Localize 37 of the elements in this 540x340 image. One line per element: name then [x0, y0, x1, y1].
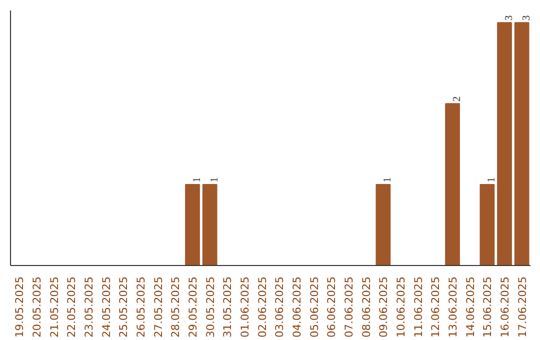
x-tick-label: 05.06.2025: [308, 276, 321, 338]
x-tick-label: 16.06.2025: [498, 276, 512, 338]
x-tick-label: 14.06.2025: [464, 276, 477, 338]
data-label: 1: [486, 177, 498, 183]
x-tick-label: 21.05.2025: [48, 276, 61, 338]
x-tick-label: 29.05.2025: [186, 276, 200, 338]
data-label: 2: [452, 96, 463, 102]
data-label: 1: [192, 177, 203, 183]
x-tick-label: 24.05.2025: [100, 276, 113, 338]
x-tick-label: 02.06.2025: [256, 276, 269, 338]
data-label: 3: [504, 15, 515, 21]
x-tick-label: 06.06.2025: [325, 276, 338, 338]
x-tick-label: 25.05.2025: [117, 276, 130, 338]
x-tick-label: 10.06.2025: [394, 276, 408, 338]
data-label: 1: [382, 177, 394, 183]
x-tick-label: 13.06.2025: [446, 276, 460, 338]
data-label: 3: [521, 15, 532, 21]
x-tick-label: 31.05.2025: [221, 276, 234, 338]
x-tick-label: 19.05.2025: [13, 276, 26, 338]
x-tick-label: 20.05.2025: [30, 276, 44, 338]
x-tick-label: 04.06.2025: [290, 276, 304, 338]
x-tick-label: 27.05.2025: [152, 276, 165, 338]
x-tick-label: 12.06.2025: [429, 276, 442, 338]
x-tick-label: 09.06.2025: [377, 276, 390, 338]
data-label: 1: [209, 177, 220, 183]
x-tick-label: 28.05.2025: [169, 276, 182, 338]
x-tick-label: 17.06.2025: [516, 276, 529, 338]
x-tick-label: 26.05.2025: [134, 276, 148, 338]
x-tick-label: 03.06.2025: [273, 276, 286, 338]
x-tick-label: 01.06.2025: [238, 276, 252, 338]
x-tick-label: 08.06.2025: [360, 276, 373, 338]
x-tick-label: 23.05.2025: [82, 276, 96, 338]
x-tick-label: 22.05.2025: [65, 276, 78, 338]
x-tick-label: 15.06.2025: [481, 276, 494, 338]
x-tick-label: 30.05.2025: [204, 276, 217, 338]
x-tick-label: 07.06.2025: [342, 276, 356, 338]
x-tick-label: 11.06.2025: [412, 276, 425, 338]
